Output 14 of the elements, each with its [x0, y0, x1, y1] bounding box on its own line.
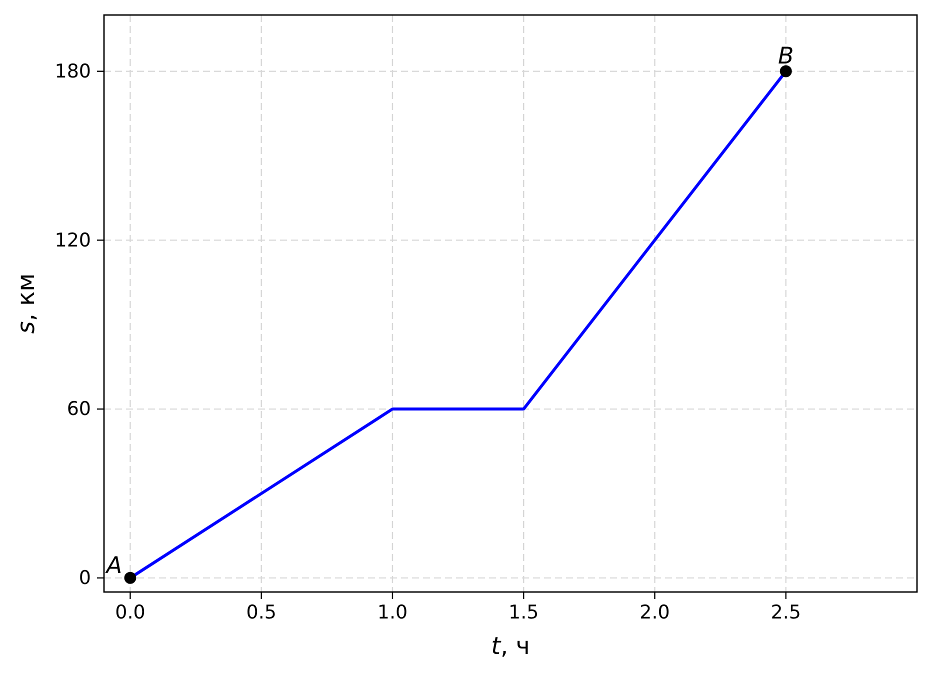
- y-tick-label: 0: [78, 567, 91, 590]
- y-tick-label: 60: [66, 398, 91, 420]
- x-axis-title: t, ч: [491, 632, 530, 660]
- x-tick-label: 2.5: [770, 601, 801, 624]
- x-tick-label: 0.0: [115, 601, 146, 624]
- y-tick-label: 120: [54, 229, 91, 252]
- x-tick-label: 2.0: [640, 601, 670, 624]
- y-axis-title: s, км: [12, 273, 40, 334]
- x-tick-label: 0.5: [246, 601, 276, 624]
- annotation: B: [778, 43, 794, 70]
- annotation: A: [104, 552, 122, 579]
- y-tick-label: 180: [54, 60, 91, 82]
- x-tick-label: 1.0: [377, 601, 408, 624]
- x-tick-label: 1.5: [508, 601, 539, 624]
